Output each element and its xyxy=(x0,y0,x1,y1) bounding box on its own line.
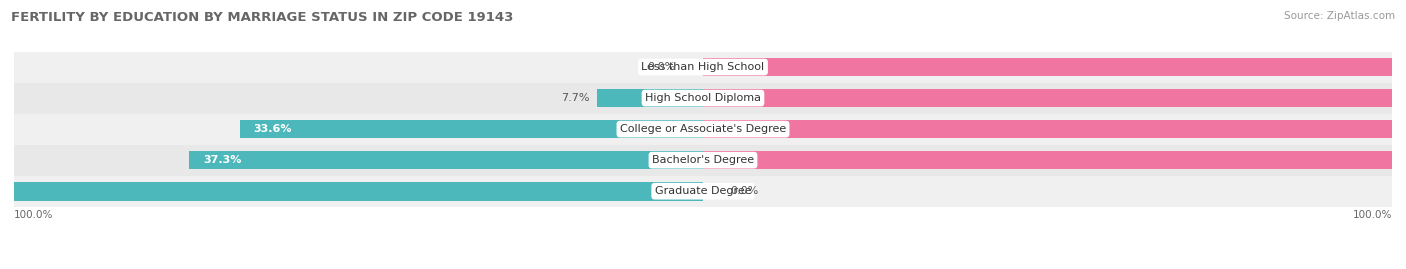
Bar xyxy=(703,120,1406,139)
Text: College or Associate's Degree: College or Associate's Degree xyxy=(620,124,786,134)
Text: 0.0%: 0.0% xyxy=(731,186,759,196)
Text: Bachelor's Degree: Bachelor's Degree xyxy=(652,155,754,165)
Text: FERTILITY BY EDUCATION BY MARRIAGE STATUS IN ZIP CODE 19143: FERTILITY BY EDUCATION BY MARRIAGE STATU… xyxy=(11,11,513,24)
Bar xyxy=(703,151,1406,169)
Bar xyxy=(240,120,703,139)
Bar xyxy=(0,182,703,200)
Text: 0.0%: 0.0% xyxy=(647,62,675,72)
Bar xyxy=(14,176,1392,207)
Text: High School Diploma: High School Diploma xyxy=(645,93,761,103)
Bar xyxy=(703,58,1406,76)
Bar xyxy=(14,52,1392,83)
Bar xyxy=(188,151,703,169)
Text: 100.0%: 100.0% xyxy=(14,210,53,220)
Bar xyxy=(14,145,1392,176)
Bar xyxy=(14,114,1392,145)
Bar xyxy=(14,83,1392,114)
Text: Less than High School: Less than High School xyxy=(641,62,765,72)
Text: 33.6%: 33.6% xyxy=(254,124,292,134)
Bar xyxy=(703,89,1406,107)
Text: Source: ZipAtlas.com: Source: ZipAtlas.com xyxy=(1284,11,1395,21)
Text: 37.3%: 37.3% xyxy=(202,155,242,165)
Text: 7.7%: 7.7% xyxy=(561,93,591,103)
Bar xyxy=(598,89,703,107)
Text: 100.0%: 100.0% xyxy=(1353,210,1392,220)
Text: Graduate Degree: Graduate Degree xyxy=(655,186,751,196)
